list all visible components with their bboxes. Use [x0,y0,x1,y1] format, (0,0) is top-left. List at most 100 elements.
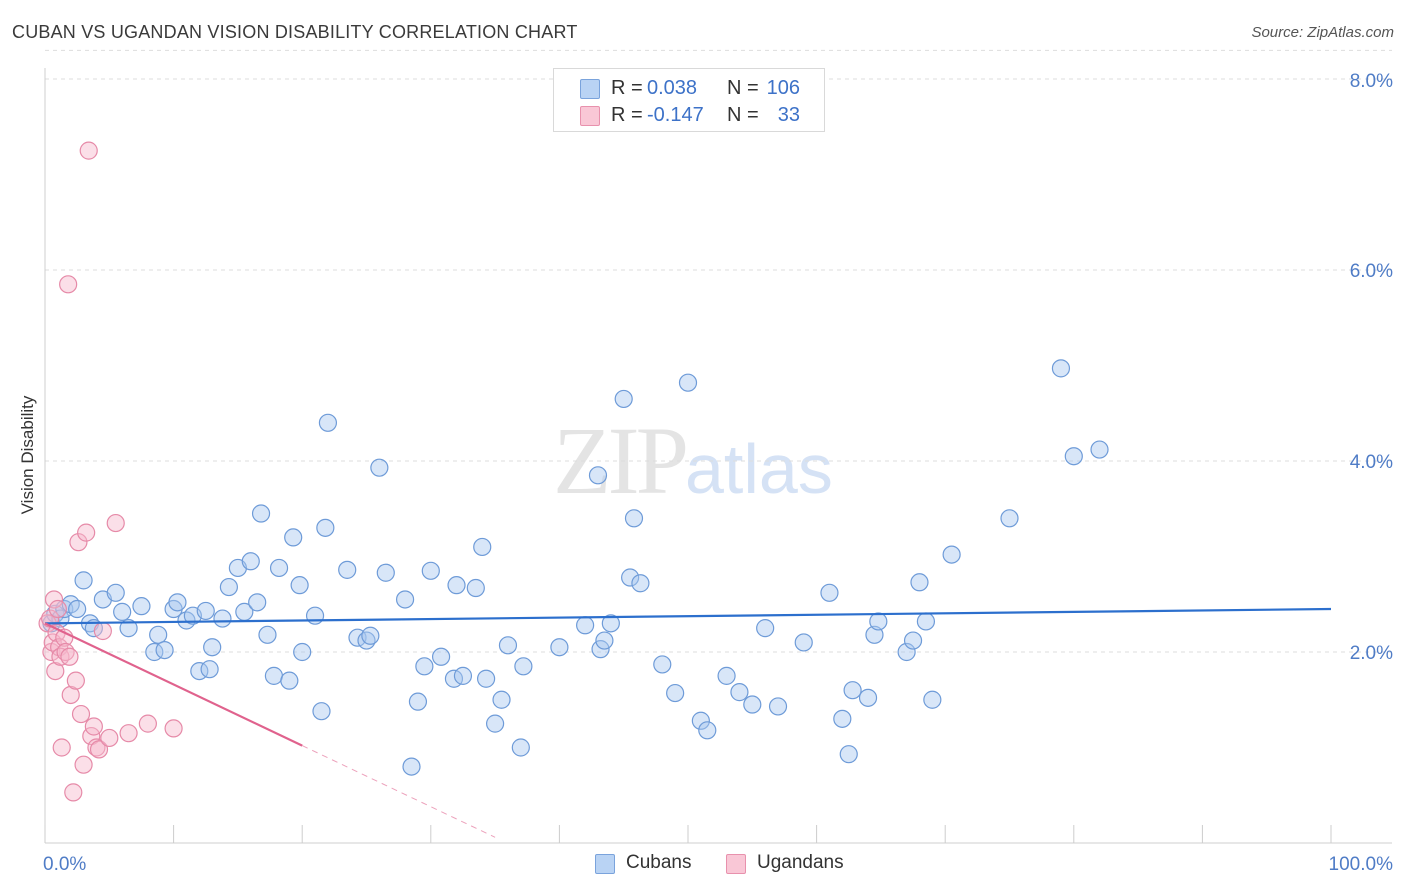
cuban-point [666,683,685,703]
cuban-point [843,681,862,700]
ugandans-legend-icon [726,854,746,874]
ugandan-point [106,513,125,533]
cuban-point [653,655,672,674]
ugandan-point [79,141,98,160]
cuban-point [865,625,884,644]
cuban-point [290,576,309,595]
cuban-point [155,640,174,660]
cuban-point [514,657,533,676]
cubans-legend-icon [595,854,615,874]
cuban-point [453,666,473,685]
y-tick-label: 2.0% [1350,643,1393,664]
legend-n-value: 106 [766,77,800,99]
ugandan-point [164,719,183,738]
x-tick-label-min: 0.0% [43,854,86,875]
chart-title: CUBAN VS UGANDAN VISION DISABILITY CORRE… [12,22,578,42]
cubans-swatch-icon [580,79,600,99]
y-tick-label: 6.0% [1350,261,1393,282]
cuban-point [408,692,428,711]
cuban-point [74,571,93,590]
cuban-point [251,504,271,523]
y-tick-label: 8.0% [1350,71,1393,92]
cuban-point [473,537,492,557]
source-credit: Source: ZipAtlas.com [1251,24,1394,41]
cuban-point [284,528,303,547]
cuban-point [466,578,485,598]
cuban-point [820,583,839,602]
cuban-point [293,642,312,662]
cuban-point [119,619,138,638]
cuban-point [743,695,762,714]
cuban-point [203,638,222,657]
cuban-point [431,647,451,666]
cuban-point [269,558,289,578]
cuban-point [576,616,595,635]
cuban-point [168,593,187,612]
cuban-point [631,574,650,593]
ugandan-point [61,685,80,705]
cuban-point [421,561,440,580]
cuban-point [591,640,610,659]
ugandan-point [100,728,119,748]
cuban-point [486,714,505,733]
cuban-point [897,642,916,662]
watermark-atlas: atlas [685,430,833,508]
ugandan-point [59,275,78,294]
cuban-point [498,636,518,655]
legend-n-label: N = [727,77,759,99]
cuban-point [511,738,530,757]
cuban-point [106,583,125,602]
cuban-point [402,757,421,776]
ugandan-point [119,724,138,743]
cuban-point [942,545,961,564]
ugandan-point [60,647,79,666]
cuban-point [903,631,923,650]
cuban-point [1090,440,1109,459]
ugandans-trend-line [44,622,303,747]
cuban-point [768,697,788,716]
legend-row-cubans: R = 0.038 N = 106 [554,75,824,101]
ugandan-point [74,755,93,774]
ugandan-point [84,717,103,736]
ugandan-point [69,533,88,552]
y-tick-label: 4.0% [1350,452,1393,473]
cuban-point [730,683,749,702]
ugandan-point [77,523,96,542]
ugandan-point [66,671,85,690]
cuban-point [113,602,132,621]
cuban-point [678,373,698,392]
cuban-point [858,688,878,707]
cuban-point [415,657,434,676]
cuban-point [476,669,496,688]
cuban-point [258,625,277,644]
cuban-point [698,721,717,740]
legend-r-label: R = [611,77,643,99]
cuban-point [717,666,736,685]
ugandan-point [93,621,112,641]
cuban-point [595,631,614,650]
cuban-point [370,458,389,477]
cuban-point [869,612,888,631]
cuban-point [132,597,151,616]
legend-label-cubans: Cubans [626,852,692,873]
cuban-point [361,626,380,645]
legend-r-value: -0.147 [647,104,704,126]
ugandan-point [46,661,65,681]
ugandan-point [71,704,91,724]
cuban-point [196,601,215,621]
x-tick-label-max: 100.0% [1329,854,1394,875]
cuban-point [280,671,299,690]
cuban-point [601,614,620,633]
cuban-point [219,577,238,597]
cuban-point [200,660,219,679]
ugandan-point [138,714,157,733]
cuban-point [68,599,87,619]
cuban-point [1000,509,1019,528]
ugandans-trend-extension [301,745,496,838]
legend-n-value: 33 [777,104,800,126]
cuban-point [794,633,813,652]
cubans-trend-line [44,607,1332,625]
stats-legend: R = 0.038 N = 106 R = -0.147 N = 33 [553,68,825,132]
cuban-point [910,573,929,592]
